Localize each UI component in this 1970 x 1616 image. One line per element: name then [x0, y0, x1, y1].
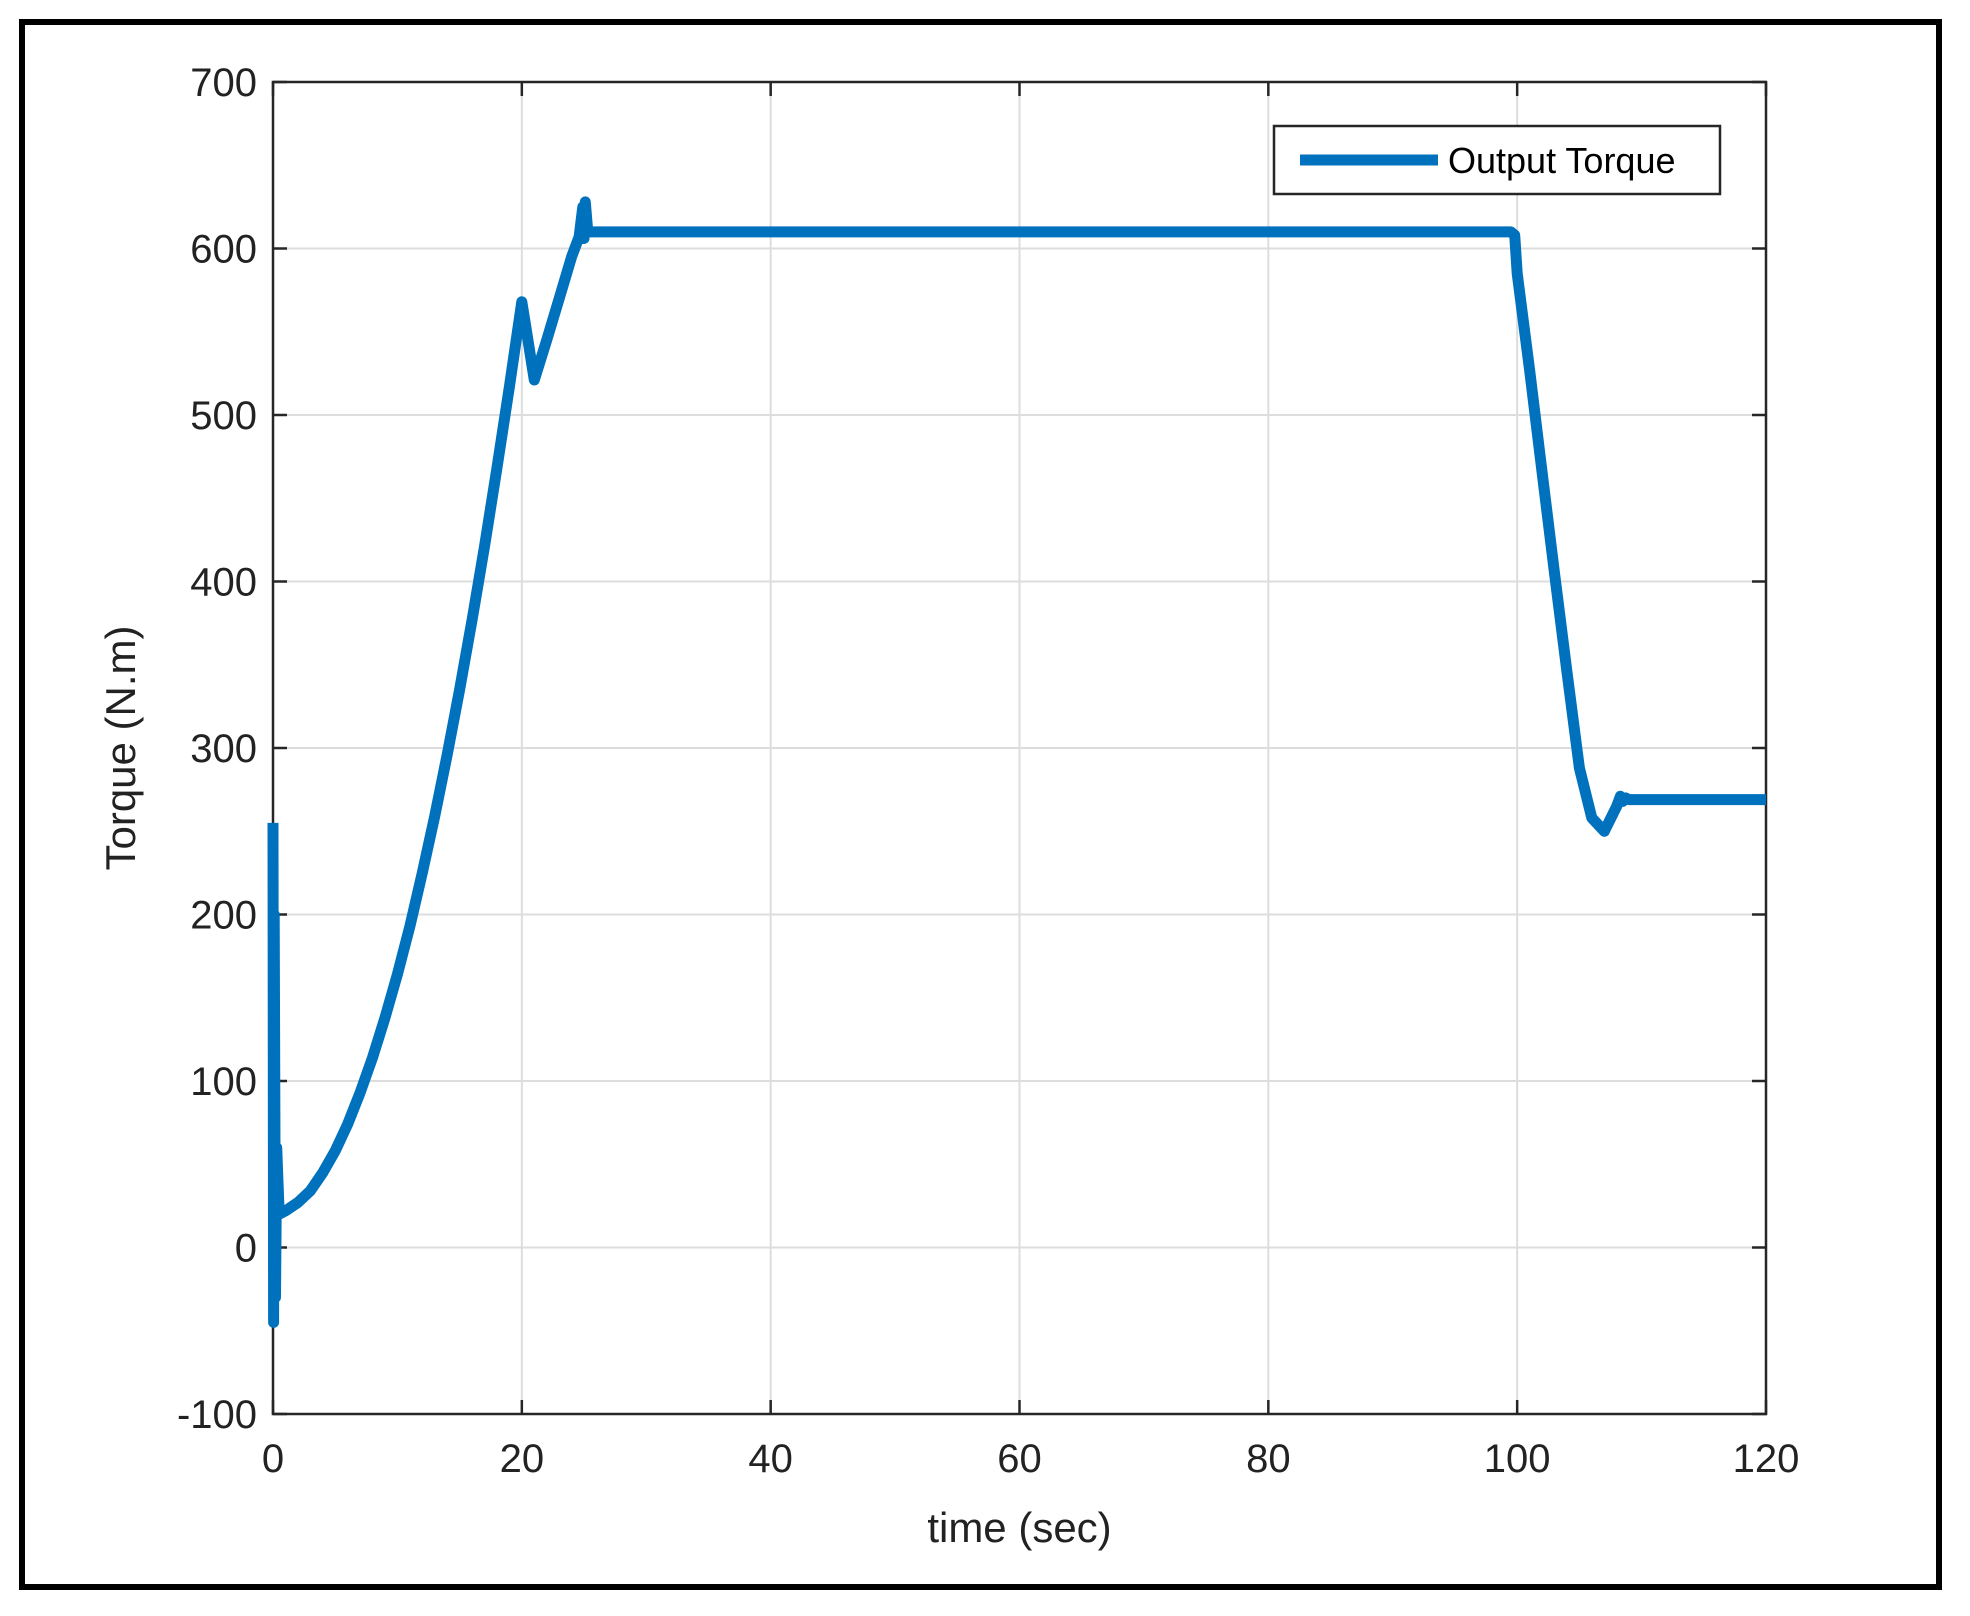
x-tick-label: 120 [1733, 1437, 1800, 1481]
y-tick-label: 600 [190, 228, 257, 272]
legend: Output Torque [1272, 124, 1722, 196]
x-tick-label: 40 [748, 1437, 793, 1481]
y-tick-label: 700 [190, 61, 257, 105]
y-tick-label: 100 [190, 1060, 257, 1104]
y-tick-label: 300 [190, 727, 257, 771]
y-tick-label: 0 [235, 1227, 257, 1271]
series-line-output-torque [267, 196, 1766, 1328]
x-tick-label: 60 [997, 1437, 1042, 1481]
x-tick-label: 100 [1484, 1437, 1551, 1481]
tick-labels: 0 20 40 60 80 100 120-100010020030040050060070… [177, 61, 1799, 1481]
series-layer [267, 196, 1766, 1328]
y-tick-label: -100 [177, 1393, 257, 1437]
y-axis-label: Torque (N.m) [97, 625, 144, 870]
y-tick-label: 400 [190, 561, 257, 605]
y-tick-label: 500 [190, 394, 257, 438]
y-tick-label: 200 [190, 894, 257, 938]
x-tick-label: 80 [1246, 1437, 1291, 1481]
legend-label-output-torque: Output Torque [1448, 140, 1676, 181]
x-tick-label: 20 [500, 1437, 545, 1481]
grid-lines [273, 82, 1766, 1414]
x-axis-label: time (sec) [927, 1504, 1111, 1551]
x-tick-label: 0 [262, 1437, 284, 1481]
